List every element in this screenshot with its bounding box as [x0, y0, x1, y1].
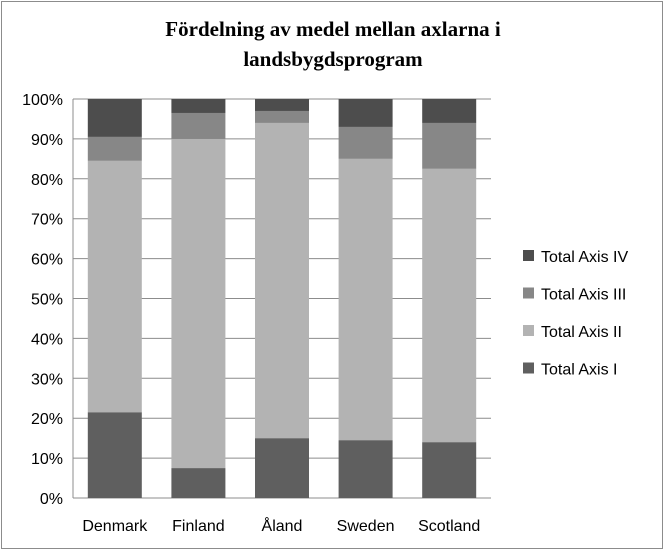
bar-segment-total-axis-i [255, 438, 309, 498]
bar-segment-total-axis-iii [338, 126, 393, 159]
bar-segment-total-axis-i [171, 468, 226, 498]
y-tick-label: 90% [31, 132, 63, 149]
y-tick-label: 50% [31, 292, 63, 309]
bar-segment-total-axis-iii [255, 110, 309, 123]
chart-title-line-1: Fördelning av medel mellan axlarna i [165, 17, 501, 41]
legend-swatch [523, 287, 534, 299]
bar-segment-total-axis-ii [255, 122, 309, 439]
bar-segment-total-axis-ii [338, 158, 393, 441]
legend-label: Total Axis IV [541, 249, 628, 266]
x-tick-label: Sweden [337, 518, 395, 535]
y-tick-label: 30% [31, 371, 63, 388]
y-tick-label: 70% [31, 212, 63, 229]
legend-swatch [523, 250, 534, 261]
bar-segment-total-axis-ii [87, 160, 142, 413]
legend-swatch [523, 325, 534, 336]
legend-swatch [523, 362, 534, 374]
y-tick-label: 100% [22, 92, 63, 109]
legend-label: Total Axis II [541, 324, 622, 341]
y-tick-label: 60% [31, 252, 63, 269]
x-tick-label: Finland [172, 518, 224, 535]
y-tick-label: 20% [31, 411, 63, 428]
chart-title: Fördelning av medel mellan axlarna i lan… [0, 14, 666, 74]
bar-segment-total-axis-ii [171, 138, 226, 469]
y-tick-label: 40% [31, 331, 63, 348]
bar-segment-total-axis-iii [171, 112, 226, 139]
bar-segment-total-axis-i [422, 442, 477, 498]
chart-title-line-2: landsbygdsprogram [243, 47, 423, 71]
bar-segment-total-axis-iv [422, 99, 477, 123]
x-tick-label: Denmark [82, 518, 148, 535]
bar-segment-total-axis-iii [87, 136, 142, 161]
bar-segment-total-axis-iii [422, 122, 477, 169]
bar-segment-total-axis-i [338, 440, 393, 498]
y-tick-label: 10% [31, 451, 63, 468]
x-tick-label: Scotland [418, 518, 480, 535]
bar-segment-total-axis-iv [87, 99, 142, 137]
y-tick-label: 0% [40, 491, 63, 508]
y-tick-label: 80% [31, 172, 63, 189]
bar-segment-total-axis-iv [171, 99, 226, 113]
bar-segment-total-axis-ii [422, 168, 477, 443]
legend-label: Total Axis III [541, 287, 626, 304]
bar-segment-total-axis-iv [255, 99, 309, 111]
bar-segment-total-axis-i [87, 412, 142, 498]
bar-segment-total-axis-iv [338, 99, 393, 127]
x-tick-label: Åland [262, 516, 303, 535]
legend-label: Total Axis I [541, 362, 617, 379]
